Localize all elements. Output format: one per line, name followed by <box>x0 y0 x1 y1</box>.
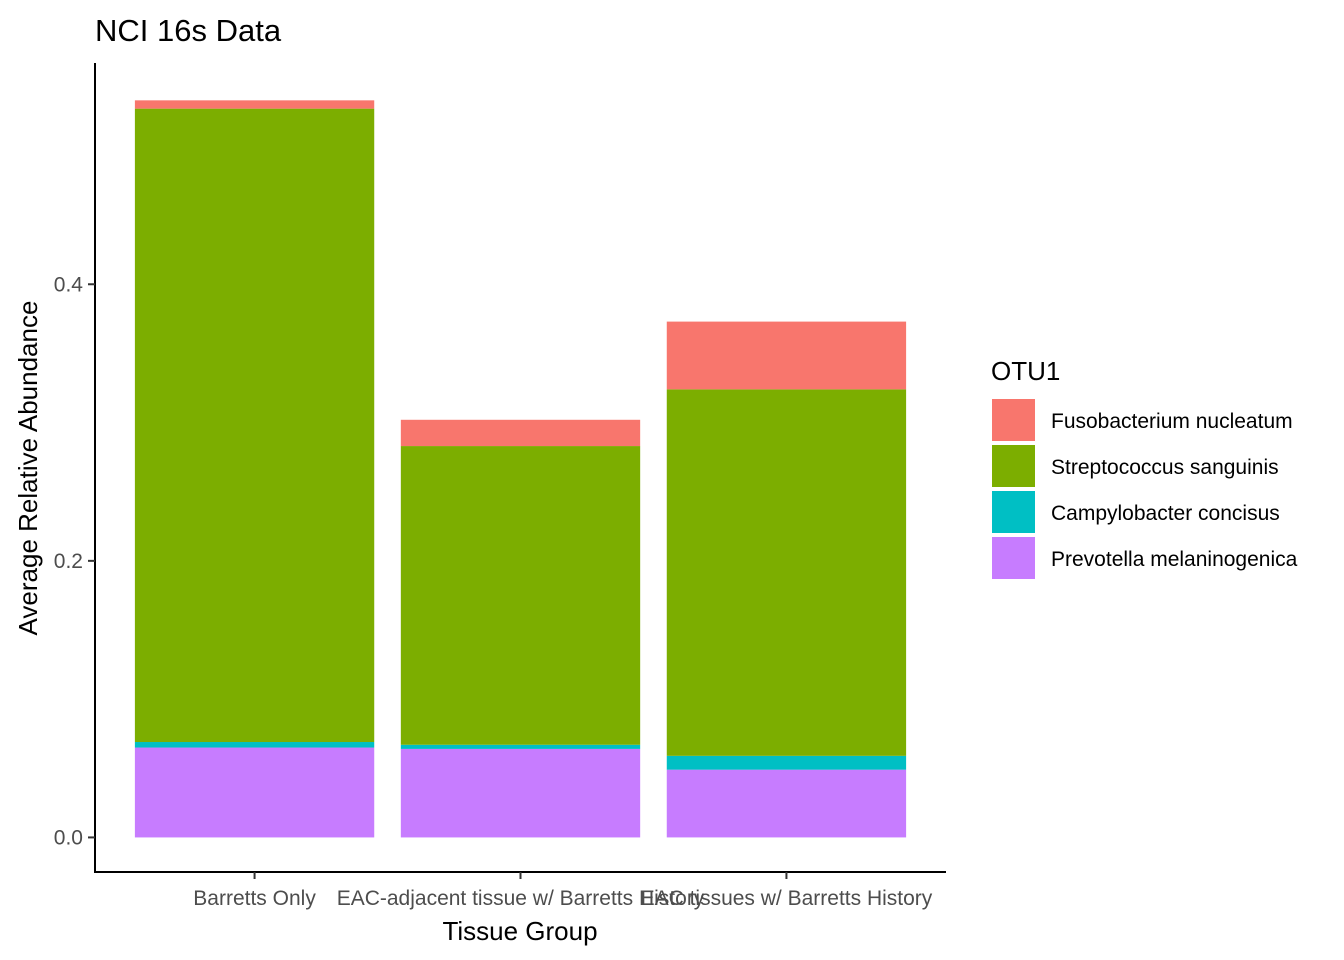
bar-streptococcus-sanguinis-barretts-only <box>134 108 375 743</box>
bar-streptococcus-sanguinis-eac-adjacent-tissue-w-barretts-history <box>400 446 641 745</box>
bar-prevotella-melaninogenica-eac-adjacent-tissue-w-barretts-history <box>400 748 641 838</box>
y-ticks: 0.0 0.2 0.4 <box>54 273 95 849</box>
legend-key-campylobacter-concisus <box>992 491 1035 533</box>
bar-fusobacterium-nucleatum-barretts-only <box>134 100 375 109</box>
chart-title: NCI 16s Data <box>95 13 282 48</box>
legend-label-prevotella-melaninogenica: Prevotella melaninogenica <box>1051 548 1298 571</box>
x-tick-label: EAC-adjacent tissue w/ Barretts History <box>337 887 705 910</box>
legend-key-fusobacterium-nucleatum <box>992 399 1035 441</box>
y-tick-label: 0.2 <box>54 550 83 573</box>
bar-prevotella-melaninogenica-eac-tissues-w-barretts-history <box>666 769 907 838</box>
x-tick-label: EAC tissues w/ Barretts History <box>641 887 933 910</box>
legend-title: OTU1 <box>991 356 1060 386</box>
legend-label-fusobacterium-nucleatum: Fusobacterium nucleatum <box>1051 410 1293 433</box>
bar-streptococcus-sanguinis-eac-tissues-w-barretts-history <box>666 389 907 756</box>
bar-campylobacter-concisus-eac-adjacent-tissue-w-barretts-history <box>400 744 641 749</box>
legend-key-prevotella-melaninogenica <box>992 537 1035 579</box>
legend-label-campylobacter-concisus: Campylobacter concisus <box>1051 502 1280 525</box>
bar-prevotella-melaninogenica-barretts-only <box>134 747 375 838</box>
y-axis-title: Average Relative Abundance <box>13 301 43 636</box>
x-axis-title: Tissue Group <box>442 916 597 946</box>
legend-label-streptococcus-sanguinis: Streptococcus sanguinis <box>1051 456 1279 479</box>
y-tick-label: 0.0 <box>54 826 83 849</box>
plot-area <box>134 100 907 838</box>
bar-campylobacter-concisus-eac-tissues-w-barretts-history <box>666 755 907 770</box>
x-ticks: Barretts Only EAC-adjacent tissue w/ Barr… <box>193 872 933 910</box>
legend-key-streptococcus-sanguinis <box>992 445 1035 487</box>
x-tick-label: Barretts Only <box>193 887 316 910</box>
bar-fusobacterium-nucleatum-eac-tissues-w-barretts-history <box>666 321 907 390</box>
y-tick-label: 0.4 <box>54 273 84 296</box>
bar-campylobacter-concisus-barretts-only <box>134 742 375 748</box>
bar-fusobacterium-nucleatum-eac-adjacent-tissue-w-barretts-history <box>400 419 641 447</box>
legend: OTU1 Fusobacterium nucleatum Streptococcu… <box>991 356 1298 579</box>
